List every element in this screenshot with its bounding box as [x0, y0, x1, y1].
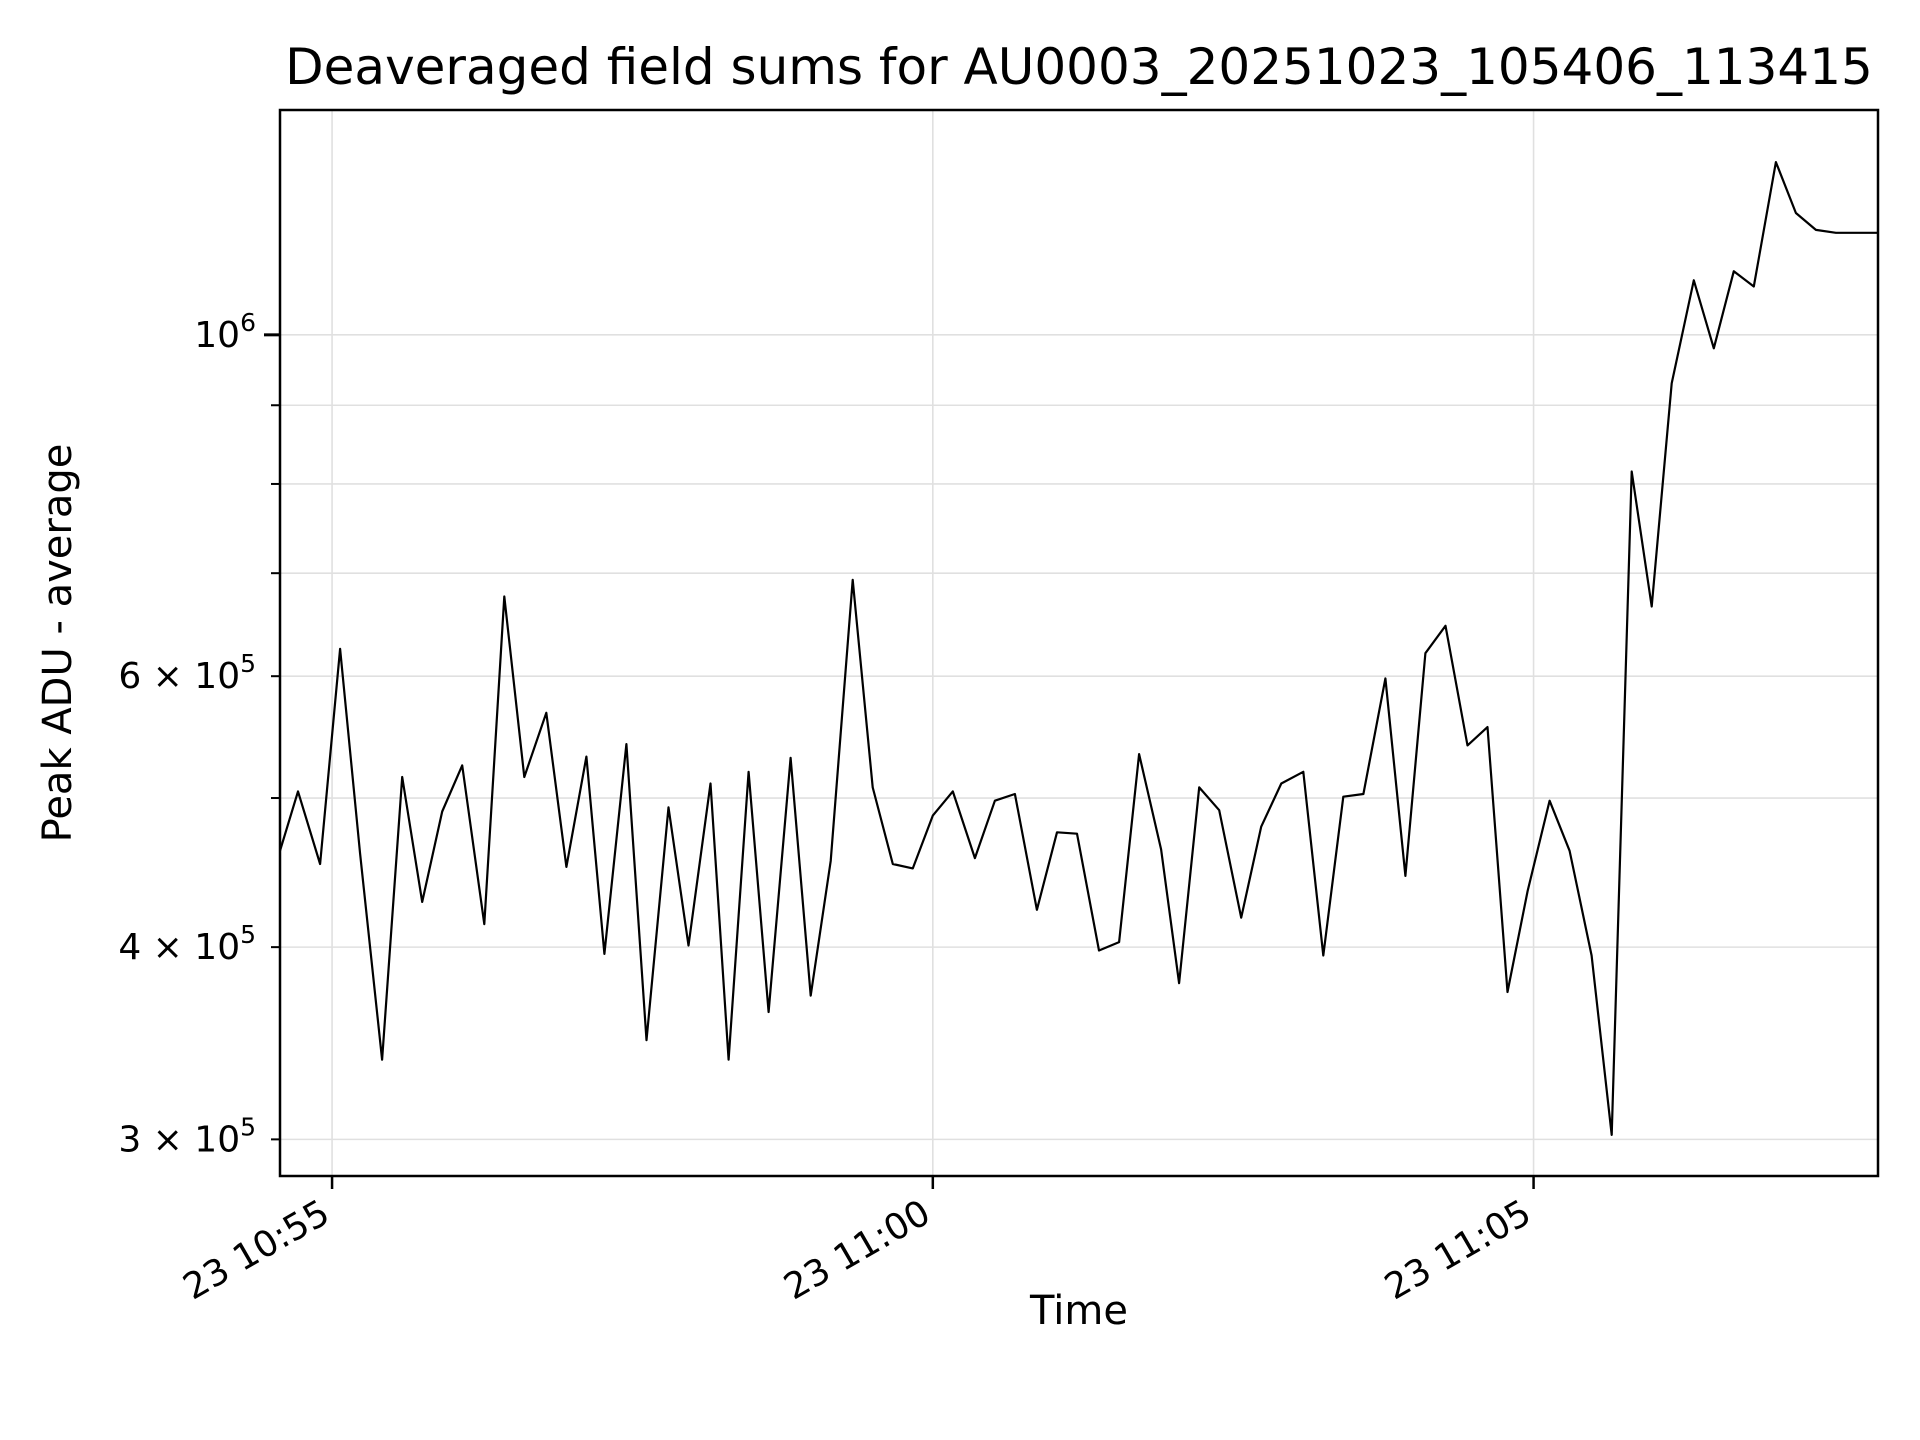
y-tick-label: 4 × 105	[118, 920, 256, 968]
y-tick-label: 106	[194, 308, 256, 356]
plot-border	[278, 108, 1880, 1178]
x-tick-label: 23 10:55	[177, 1192, 337, 1308]
data-line	[278, 161, 1878, 1136]
x-axis-label: Time	[1030, 1288, 1128, 1334]
y-tick-label: 6 × 105	[118, 649, 256, 697]
y-tick-label: 3 × 105	[118, 1112, 256, 1160]
chart-title: Deaveraged field sums for AU0003_2025102…	[285, 38, 1873, 96]
x-tick-label: 23 11:05	[1378, 1192, 1538, 1308]
y-axis-label: Peak ADU - average	[35, 443, 81, 843]
x-tick-label: 23 11:00	[777, 1192, 937, 1308]
